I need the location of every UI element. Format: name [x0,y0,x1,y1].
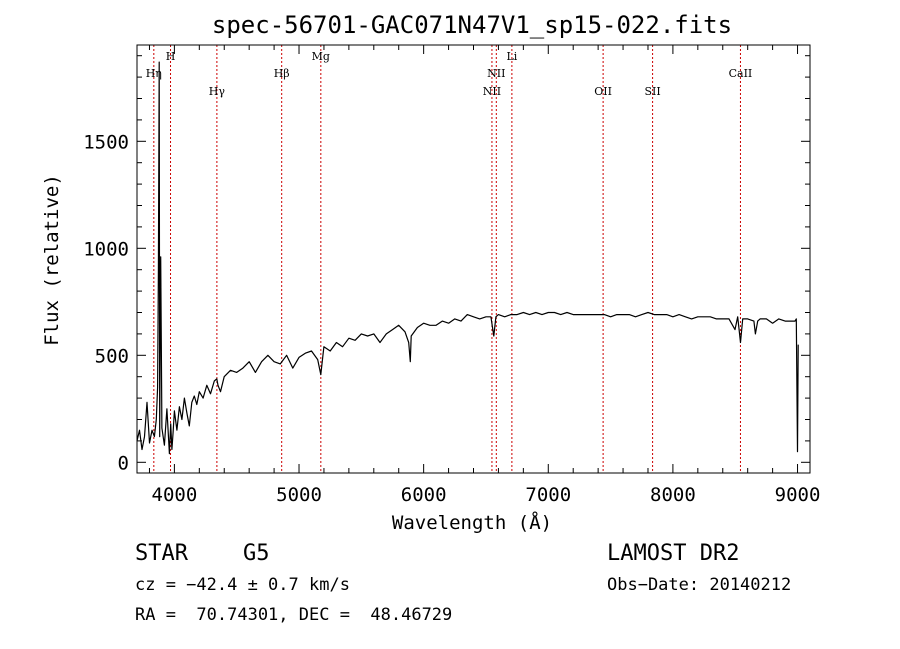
series-layer [136,61,799,455]
spectral-line-label: Hβ [274,67,290,80]
y-tick-label: 1000 [83,238,129,260]
spectral-line-label: Hη [146,67,162,80]
y-tick-label: 500 [95,345,129,367]
y-tick-label: 0 [118,452,129,474]
x-tick-label: 8000 [650,484,696,506]
subclass: G5 [243,541,270,566]
spectral-line-label: Mg [312,50,330,63]
spectral-line-label: NII [487,67,505,80]
observation-date: Obs−Date: 20140212 [607,575,792,595]
spectral-line-label: NII [483,85,501,98]
spectral-line-label: CaII [729,67,753,80]
axis-layer: 4000 5000 6000 7000 8000 9000 0 500 1000 1500 [83,45,820,506]
object-type: STAR [135,541,188,566]
x-tick-label: 7000 [525,484,571,506]
x-tick-label: 9000 [775,484,821,506]
x-tick-label: 6000 [401,484,447,506]
chart-title: spec-56701-GAC071N47V1_sp15-022.fits [212,11,732,39]
y-axis-label: Flux (relative) [41,174,63,346]
x-tick-label: 5000 [276,484,322,506]
spectral-line-label: SII [644,85,660,98]
survey-name: LAMOST DR2 [607,541,740,566]
redshift-info: cz = −42.4 ± 0.7 km/s [135,575,350,595]
coordinates-info: RA = 70.74301, DEC = 48.46729 [135,605,453,625]
x-axis-label: Wavelength (Å) [392,511,552,534]
spectral-line-label: OII [594,85,612,98]
y-tick-label: 1500 [83,131,129,153]
spectral-line-label: H [166,50,176,63]
plot-frame [136,44,811,474]
spectral-line-label: Li [506,50,517,63]
x-tick-label: 4000 [152,484,198,506]
spectral-line-label: Hγ [209,85,226,98]
spectrum-line [136,61,799,455]
